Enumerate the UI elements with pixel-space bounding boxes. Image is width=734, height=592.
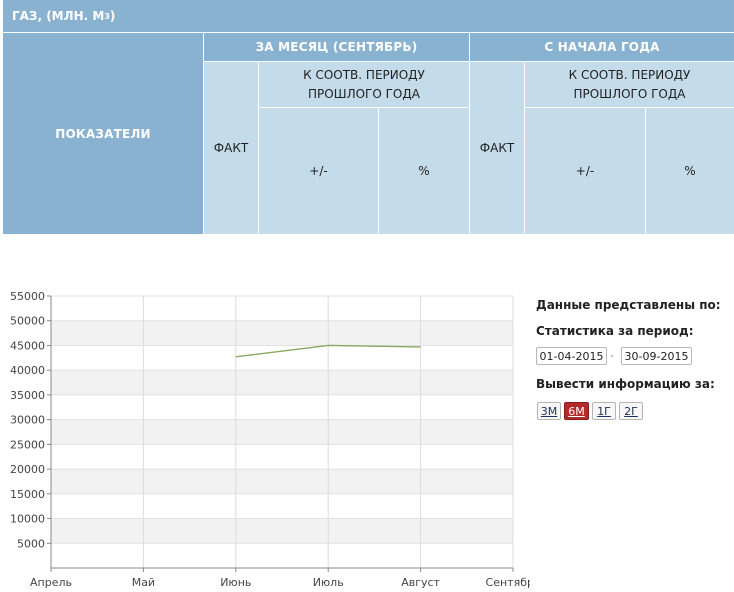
period-6m-button[interactable]: 6М bbox=[564, 402, 589, 420]
title-close: ) bbox=[109, 9, 116, 23]
year-pct-header: % bbox=[646, 108, 734, 234]
month-group-header: ЗА МЕСЯЦ (СЕНТЯБРЬ) bbox=[204, 33, 469, 61]
date-range-dash: - bbox=[610, 351, 614, 362]
table-title: ГАЗ, (МЛН. М 3) bbox=[3, 0, 734, 33]
plot-band bbox=[51, 469, 513, 494]
y-tick-label: 35000 bbox=[10, 389, 45, 402]
year-fact-header: ФАКТ bbox=[470, 62, 524, 234]
y-tick-label: 25000 bbox=[10, 438, 45, 451]
plot-band bbox=[51, 543, 513, 568]
x-tick-label: Апрель bbox=[30, 576, 72, 589]
x-tick-label: Май bbox=[132, 576, 155, 589]
date-from-input[interactable]: 01-04-2015 bbox=[536, 347, 607, 365]
line-chart: 5000 10000 15000 20000 25000 30000 35000 40000 4… bbox=[10, 290, 530, 589]
plot-band bbox=[51, 345, 513, 371]
month-diff-header: +/- bbox=[259, 108, 378, 234]
y-tick-label: 15000 bbox=[10, 488, 45, 501]
y-tick-label: 40000 bbox=[10, 364, 45, 377]
y-tick-label: 45000 bbox=[10, 339, 45, 352]
plot-band bbox=[51, 444, 513, 470]
x-tick-label: Июль bbox=[313, 576, 344, 589]
plot-band bbox=[51, 419, 513, 445]
period-1y-button[interactable]: 1Г bbox=[592, 402, 616, 420]
y-tick-label: 5000 bbox=[17, 537, 45, 550]
period-3m-button[interactable]: 3М bbox=[537, 402, 561, 420]
y-tick-label: 55000 bbox=[10, 290, 45, 303]
month-fact-header: ФАКТ bbox=[204, 62, 258, 234]
x-tick-label: Июнь bbox=[220, 576, 251, 589]
plot-band bbox=[51, 518, 513, 544]
plot-band bbox=[51, 320, 513, 346]
date-to-input[interactable]: 30-09-2015 bbox=[621, 347, 692, 365]
y-tick-label: 20000 bbox=[10, 463, 45, 476]
y-tick-label: 50000 bbox=[10, 315, 45, 328]
title-superscript: 3 bbox=[104, 11, 110, 21]
show-for-label: Вывести информацию за: bbox=[536, 377, 715, 391]
month-pct-header: % bbox=[379, 108, 469, 234]
x-tick-label: Сентябрь bbox=[486, 576, 530, 589]
year-group-header: С НАЧАЛА ГОДА bbox=[470, 33, 734, 61]
plot-band bbox=[51, 370, 513, 395]
data-by-label: Данные представлены по: bbox=[536, 298, 721, 312]
title-text: ГАЗ, (МЛН. М bbox=[12, 9, 105, 23]
month-prev-period-header: К СООТВ. ПЕРИОДУ ПРОШЛОГО ГОДА bbox=[259, 62, 469, 107]
plot-band bbox=[51, 394, 513, 420]
series-line bbox=[235, 344, 421, 358]
plot-band bbox=[51, 493, 513, 519]
plot-band bbox=[51, 296, 513, 321]
stats-period-label: Статистика за период: bbox=[536, 324, 694, 338]
x-tick-label: Август bbox=[401, 576, 440, 589]
period-2y-button[interactable]: 2Г bbox=[619, 402, 643, 420]
year-prev-period-header: К СООТВ. ПЕРИОДУ ПРОШЛОГО ГОДА bbox=[525, 62, 734, 107]
indicators-header: ПОКАЗАТЕЛИ bbox=[3, 33, 203, 234]
y-tick-label: 30000 bbox=[10, 414, 45, 427]
year-diff-header: +/- bbox=[525, 108, 645, 234]
data-table: ГАЗ, (МЛН. М 3) ПОКАЗАТЕЛИ ЗА МЕСЯЦ (СЕНТ… bbox=[3, 0, 734, 234]
y-tick-label: 10000 bbox=[10, 513, 45, 526]
